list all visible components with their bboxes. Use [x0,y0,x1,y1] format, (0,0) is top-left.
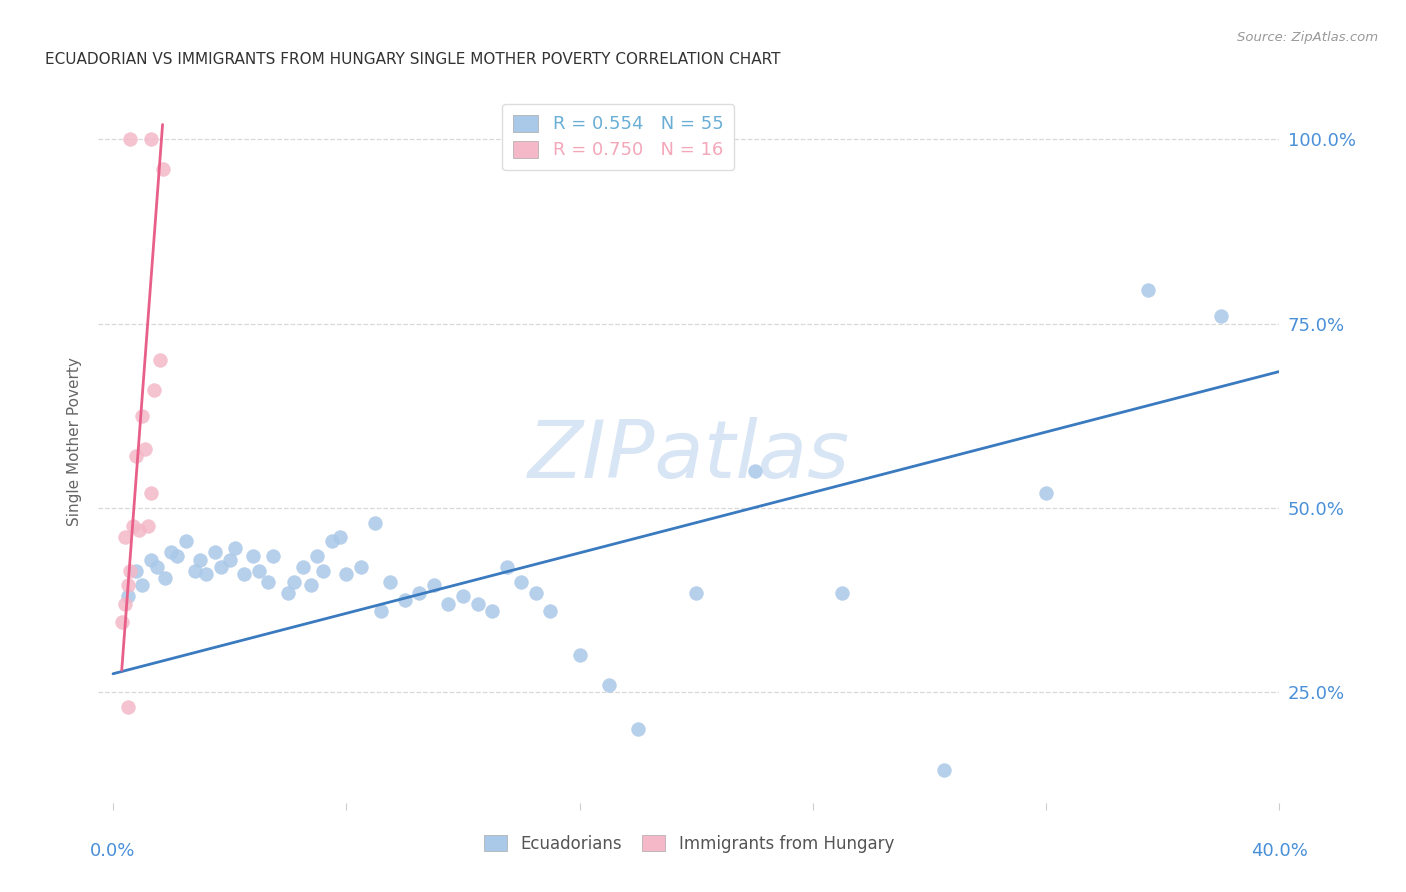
Point [139,132,162,146]
Point [224,541,246,556]
Point [437,597,460,611]
Point [142,383,165,397]
Point [370,604,392,618]
Text: ZIPatlas: ZIPatlas [527,417,851,495]
Point [139,552,162,566]
Point [136,519,159,533]
Point [117,590,139,604]
Point [408,585,430,599]
Text: ECUADORIAN VS IMMIGRANTS FROM HUNGARY SINGLE MOTHER POVERTY CORRELATION CHART: ECUADORIAN VS IMMIGRANTS FROM HUNGARY SI… [45,52,780,67]
Point [378,574,401,589]
Point [307,549,329,563]
Point [209,560,232,574]
Point [283,574,305,589]
Point [451,590,474,604]
Y-axis label: Single Mother Poverty: Single Mother Poverty [67,357,83,526]
Legend: Ecuadorians, Immigrants from Hungary: Ecuadorians, Immigrants from Hungary [477,828,901,860]
Point [114,530,136,544]
Point [350,560,373,574]
Point [262,549,284,563]
Point [277,585,299,599]
Point [131,409,153,423]
Point [117,700,139,714]
Point [190,552,212,566]
Point [120,564,142,578]
Text: 40.0%: 40.0% [1251,842,1308,860]
Point [335,567,357,582]
Point [744,464,766,478]
Point [114,597,136,611]
Point [128,523,150,537]
Point [312,564,335,578]
Point [155,571,177,585]
Point [423,578,446,592]
Point [160,545,183,559]
Point [134,442,156,456]
Point [364,516,387,530]
Point [174,534,197,549]
Text: Source: ZipAtlas.com: Source: ZipAtlas.com [1237,31,1378,45]
Point [538,604,561,618]
Point [524,585,547,599]
Point [149,353,172,368]
Point [932,763,955,777]
Point [120,132,142,146]
Point [299,578,322,592]
Point [598,678,620,692]
Point [122,519,145,533]
Text: 0.0%: 0.0% [90,842,136,860]
Point [204,545,226,559]
Point [111,615,134,630]
Point [218,552,240,566]
Point [139,486,162,500]
Point [152,161,174,176]
Point [394,593,416,607]
Point [568,648,591,663]
Point [495,560,517,574]
Point [291,560,314,574]
Point [195,567,218,582]
Point [467,597,489,611]
Point [329,530,352,544]
Point [1211,309,1233,323]
Point [125,450,148,464]
Point [321,534,343,549]
Point [510,574,533,589]
Point [131,578,153,592]
Point [831,585,853,599]
Point [685,585,707,599]
Point [242,549,264,563]
Point [233,567,256,582]
Point [145,560,167,574]
Point [256,574,278,589]
Point [117,578,139,592]
Point [1035,486,1057,500]
Point [247,564,270,578]
Point [627,722,650,736]
Point [166,549,188,563]
Point [125,564,148,578]
Point [481,604,503,618]
Point [183,564,205,578]
Point [1137,284,1160,298]
